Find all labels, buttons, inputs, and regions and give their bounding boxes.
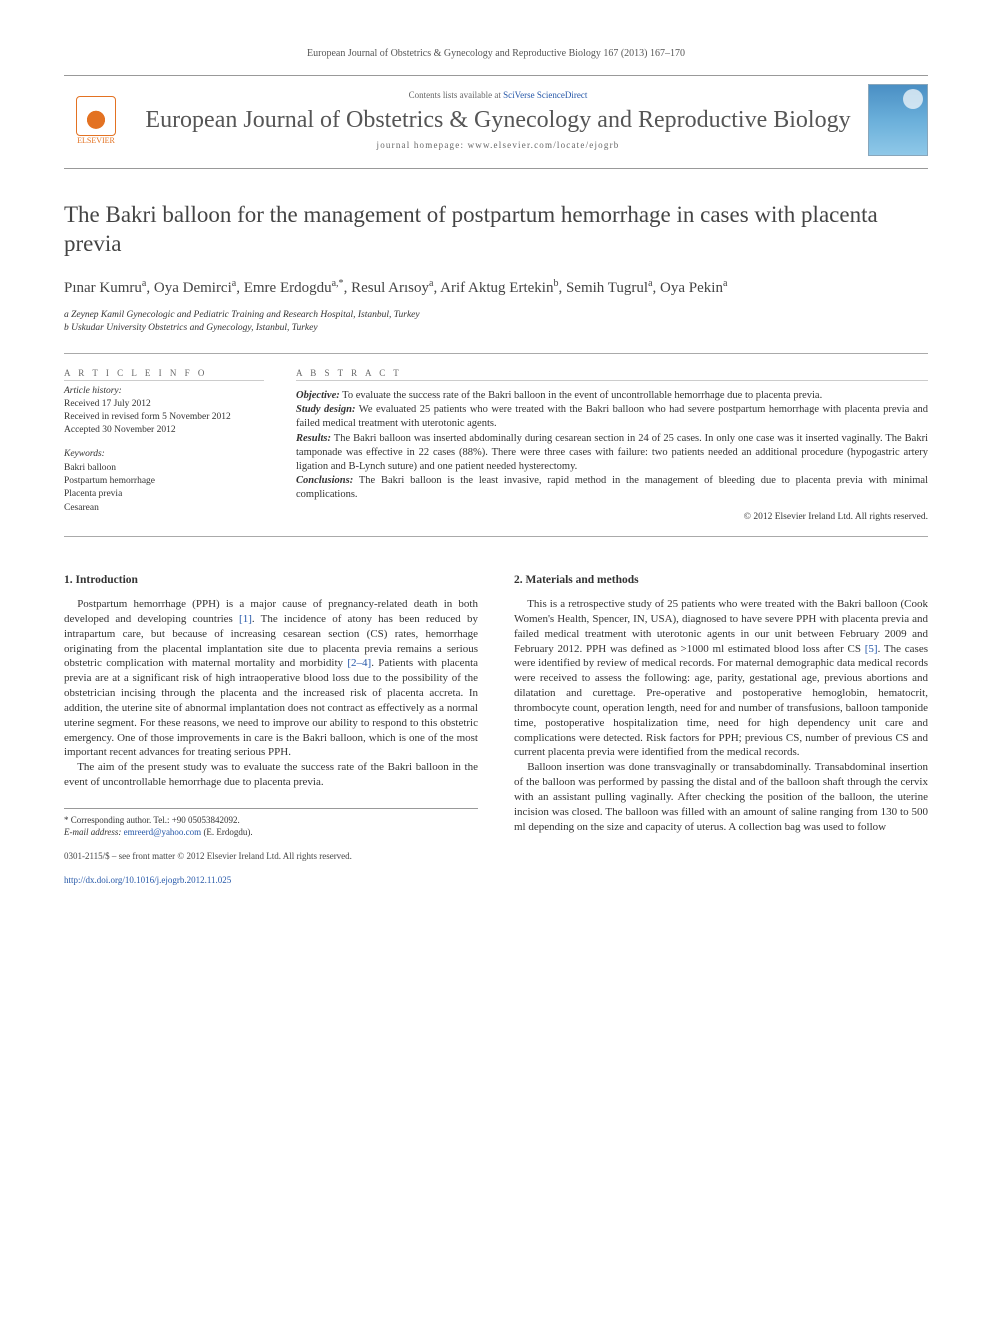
abstract-results-text: The Bakri balloon was inserted abdominal… [296, 433, 928, 472]
intro-paragraph-1: Postpartum hemorrhage (PPH) is a major c… [64, 597, 478, 760]
keywords-block: Keywords: Bakri balloon Postpartum hemor… [64, 448, 264, 514]
sciencedirect-link[interactable]: SciVerse ScienceDirect [503, 90, 587, 100]
citation-header: European Journal of Obstetrics & Gynecol… [64, 48, 928, 59]
abstract-conclusions-label: Conclusions: [296, 475, 353, 486]
journal-cover-thumbnail [868, 84, 928, 156]
body-two-columns: 1. Introduction Postpartum hemorrhage (P… [64, 573, 928, 886]
abstract-design-label: Study design: [296, 404, 356, 415]
journal-homepage-line[interactable]: journal homepage: www.elsevier.com/locat… [144, 140, 852, 150]
article-history-block: Article history: Received 17 July 2012 R… [64, 385, 264, 436]
corresponding-author-note: * Corresponding author. Tel.: +90 050538… [64, 815, 478, 827]
abstract-body: Objective: To evaluate the success rate … [296, 389, 928, 502]
abstract-design-text: We evaluated 25 patients who were treate… [296, 404, 928, 429]
journal-banner-center: Contents lists available at SciVerse Sci… [144, 90, 852, 151]
methods-heading: 2. Materials and methods [514, 573, 928, 589]
affiliation-b: b Uskudar University Obstetrics and Gyne… [64, 322, 928, 335]
journal-banner: ELSEVIER Contents lists available at Sci… [64, 75, 928, 169]
abstract-objective-text: To evaluate the success rate of the Bakr… [340, 390, 822, 401]
keywords-label: Keywords: [64, 449, 105, 459]
email-label: E-mail address: [64, 827, 121, 837]
abstract-copyright: © 2012 Elsevier Ireland Ltd. All rights … [296, 512, 928, 522]
footnotes: * Corresponding author. Tel.: +90 050538… [64, 808, 478, 838]
publisher-name: ELSEVIER [77, 136, 115, 145]
history-accepted: Accepted 30 November 2012 [64, 425, 176, 435]
history-received: Received 17 July 2012 [64, 399, 151, 409]
article-title: The Bakri balloon for the management of … [64, 201, 928, 259]
front-matter-line: 0301-2115/$ – see front matter © 2012 El… [64, 850, 478, 862]
history-revised: Received in revised form 5 November 2012 [64, 412, 231, 422]
abstract-heading: A B S T R A C T [296, 368, 928, 381]
intro-heading: 1. Introduction [64, 573, 478, 589]
keyword-2: Postpartum hemorrhage [64, 476, 155, 486]
email-line: E-mail address: emreerd@yahoo.com (E. Er… [64, 827, 478, 839]
elsevier-logo: ELSEVIER [64, 84, 128, 156]
corresponding-email-link[interactable]: emreerd@yahoo.com [124, 827, 202, 837]
journal-name: European Journal of Obstetrics & Gynecol… [144, 106, 852, 135]
doi-line: http://dx.doi.org/10.1016/j.ejogrb.2012.… [64, 874, 478, 886]
authors-list: Pınar Kumrua, Oya Demircia, Emre Erdogdu… [64, 277, 928, 299]
keyword-3: Placenta previa [64, 489, 122, 499]
abstract-results-label: Results: [296, 433, 331, 444]
contents-prefix: Contents lists available at [409, 90, 503, 100]
intro-paragraph-2: The aim of the present study was to eval… [64, 760, 478, 790]
abstract-column: A B S T R A C T Objective: To evaluate t… [296, 368, 928, 522]
article-info-column: A R T I C L E I N F O Article history: R… [64, 368, 264, 522]
affiliation-a: a Zeynep Kamil Gynecologic and Pediatric… [64, 309, 928, 322]
affiliations: a Zeynep Kamil Gynecologic and Pediatric… [64, 309, 928, 336]
article-info-heading: A R T I C L E I N F O [64, 368, 264, 381]
elsevier-tree-icon [76, 96, 116, 136]
doi-link[interactable]: http://dx.doi.org/10.1016/j.ejogrb.2012.… [64, 875, 231, 885]
history-label: Article history: [64, 386, 122, 396]
keyword-1: Bakri balloon [64, 463, 116, 473]
contents-available-line: Contents lists available at SciVerse Sci… [144, 90, 852, 100]
info-abstract-row: A R T I C L E I N F O Article history: R… [64, 353, 928, 537]
left-column: 1. Introduction Postpartum hemorrhage (P… [64, 573, 478, 886]
abstract-objective-label: Objective: [296, 390, 340, 401]
email-attribution: (E. Erdogdu). [201, 827, 253, 837]
abstract-conclusions-text: The Bakri balloon is the least invasive,… [296, 475, 928, 500]
keyword-4: Cesarean [64, 503, 99, 513]
right-column: 2. Materials and methods This is a retro… [514, 573, 928, 886]
methods-paragraph-1: This is a retrospective study of 25 pati… [514, 597, 928, 760]
methods-paragraph-2: Balloon insertion was done transvaginall… [514, 760, 928, 834]
